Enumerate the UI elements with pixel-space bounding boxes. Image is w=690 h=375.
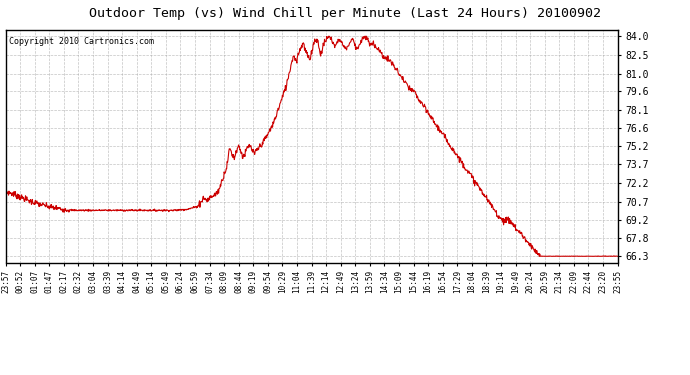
Text: Copyright 2010 Cartronics.com: Copyright 2010 Cartronics.com [8, 37, 154, 46]
Text: Outdoor Temp (vs) Wind Chill per Minute (Last 24 Hours) 20100902: Outdoor Temp (vs) Wind Chill per Minute … [89, 8, 601, 21]
